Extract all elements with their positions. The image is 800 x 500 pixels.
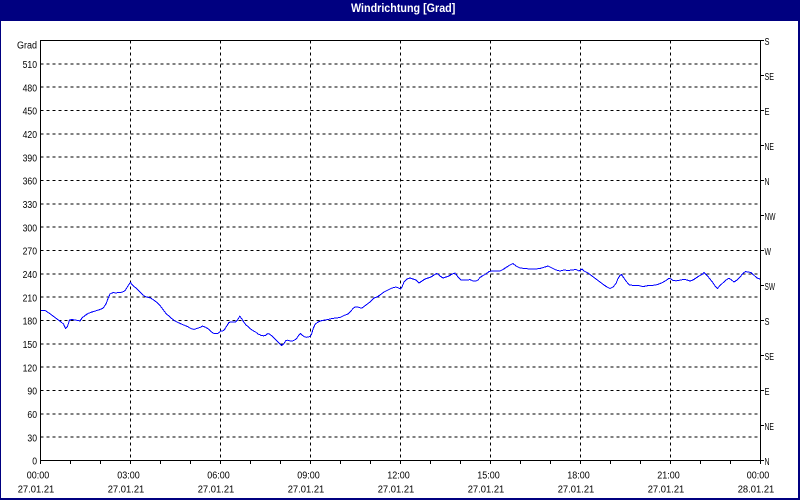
svg-text:W: W: [765, 247, 772, 258]
svg-text:240: 240: [23, 270, 38, 281]
svg-text:18:00: 18:00: [567, 470, 590, 481]
svg-text:0: 0: [32, 457, 37, 468]
svg-text:27.01.21: 27.01.21: [288, 484, 325, 495]
svg-text:N: N: [765, 457, 770, 468]
svg-text:27.01.21: 27.01.21: [558, 484, 595, 495]
svg-text:E: E: [765, 107, 770, 118]
svg-text:09:00: 09:00: [297, 470, 320, 481]
svg-text:420: 420: [23, 130, 38, 141]
svg-text:E: E: [765, 387, 770, 398]
svg-text:21:00: 21:00: [657, 470, 680, 481]
svg-text:00:00: 00:00: [27, 470, 50, 481]
svg-text:SE: SE: [765, 72, 775, 83]
svg-text:60: 60: [27, 410, 37, 421]
svg-text:S: S: [765, 317, 770, 328]
svg-text:120: 120: [23, 363, 38, 374]
svg-text:180: 180: [23, 317, 38, 328]
svg-text:30: 30: [27, 433, 37, 444]
svg-text:210: 210: [23, 293, 38, 304]
svg-text:510: 510: [23, 60, 38, 71]
svg-text:N: N: [765, 177, 770, 188]
svg-text:300: 300: [23, 223, 38, 234]
svg-text:15:00: 15:00: [477, 470, 500, 481]
svg-text:SW: SW: [765, 282, 776, 293]
svg-text:450: 450: [23, 107, 38, 118]
svg-text:360: 360: [23, 177, 38, 188]
svg-text:28.01.21: 28.01.21: [738, 484, 775, 495]
svg-text:390: 390: [23, 153, 38, 164]
svg-text:SE: SE: [765, 352, 775, 363]
svg-text:NE: NE: [765, 142, 775, 153]
svg-text:NW: NW: [765, 212, 776, 223]
svg-text:NE: NE: [765, 422, 775, 433]
svg-text:480: 480: [23, 83, 38, 94]
svg-text:03:00: 03:00: [117, 470, 140, 481]
svg-text:12:00: 12:00: [387, 470, 410, 481]
svg-text:27.01.21: 27.01.21: [18, 484, 55, 495]
svg-text:150: 150: [23, 340, 38, 351]
svg-text:90: 90: [27, 387, 37, 398]
svg-text:27.01.21: 27.01.21: [198, 484, 235, 495]
svg-text:27.01.21: 27.01.21: [378, 484, 415, 495]
svg-text:Grad: Grad: [17, 41, 37, 52]
svg-text:06:00: 06:00: [207, 470, 230, 481]
svg-text:27.01.21: 27.01.21: [108, 484, 145, 495]
svg-text:270: 270: [23, 247, 38, 258]
svg-text:S: S: [765, 37, 770, 48]
svg-text:27.01.21: 27.01.21: [648, 484, 685, 495]
svg-text:27.01.21: 27.01.21: [468, 484, 505, 495]
svg-text:330: 330: [23, 200, 38, 211]
svg-text:00:00: 00:00: [747, 470, 770, 481]
